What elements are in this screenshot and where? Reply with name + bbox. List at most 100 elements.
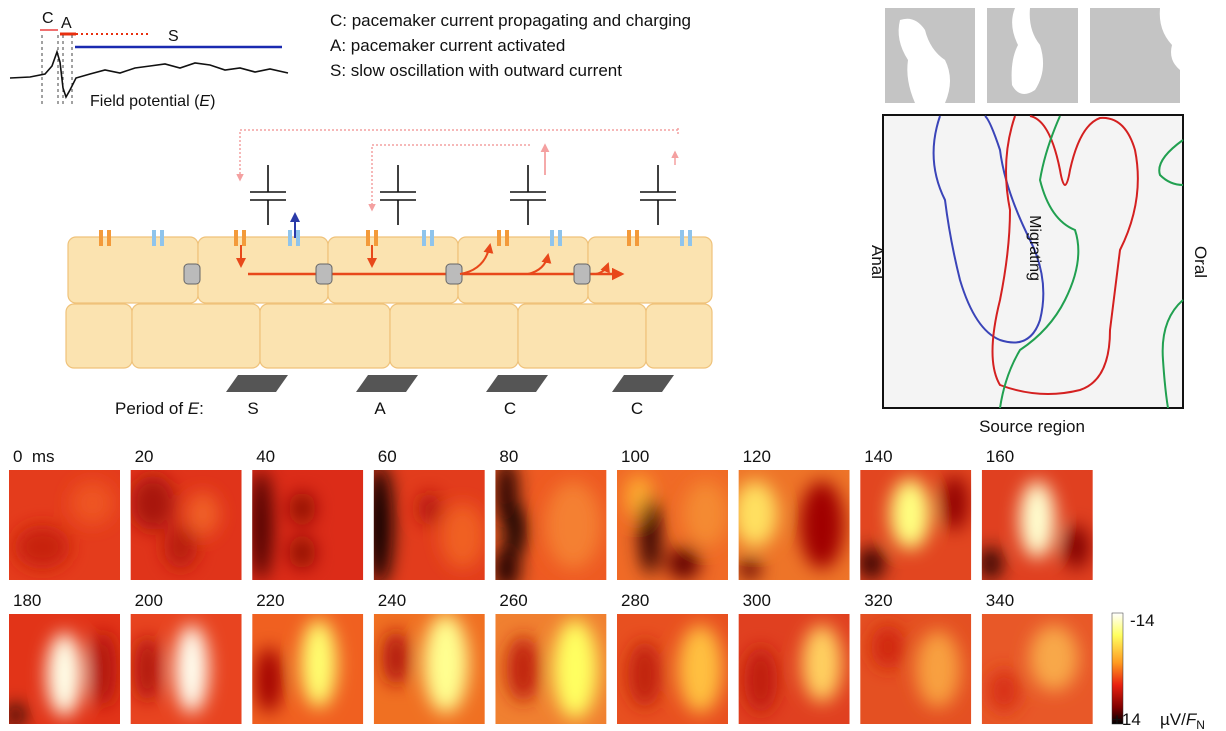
text: Field potential (: [90, 93, 200, 110]
heatmap-blob: [255, 647, 283, 713]
heatmap-blob: [440, 503, 485, 569]
heatmap-blob: [288, 536, 316, 569]
heatmap-blob: [545, 481, 601, 569]
heatmap-blob: [288, 492, 316, 525]
heatmap-blobs: [130, 475, 220, 569]
map-label: Anal: [868, 245, 887, 279]
heatmap-blob: [738, 481, 778, 547]
heatmap-blob: [1029, 625, 1079, 691]
heatmap: [617, 614, 728, 724]
heatmap-blob: [90, 630, 117, 708]
trace-panel: C A S Field potential (E): [9, 10, 289, 110]
text: ): [210, 93, 215, 110]
frame-label: 340: [986, 591, 1014, 610]
heatmap-blobs: [987, 625, 1079, 713]
heatmap-blob: [495, 547, 520, 580]
frame-label: 0 ms: [13, 447, 55, 466]
heatmap: [860, 614, 972, 724]
heatmap-blobs: [628, 625, 723, 713]
heatmap-blob: [799, 481, 845, 569]
key-line: A: pacemaker current activated: [330, 36, 565, 55]
heatmap: [981, 470, 1093, 580]
heatmap-blobs: [625, 475, 728, 580]
frame-label: 60: [378, 447, 397, 466]
heatmap-blob: [382, 630, 410, 686]
heatmap-blob: [744, 647, 778, 713]
heatmap-blob: [738, 558, 761, 580]
heatmap-blob: [1062, 525, 1090, 569]
period-label: Period of E:: [115, 399, 204, 418]
heatmap-blobs: [252, 470, 316, 580]
heatmap-blob: [553, 619, 598, 719]
heatmap-blobs: [506, 619, 598, 719]
heatmap-blob: [666, 547, 701, 580]
heatmap-blob: [46, 632, 83, 717]
colorbar-label: +14: [1112, 710, 1141, 729]
text: E: [188, 399, 200, 418]
colorbar-label: -14: [1130, 611, 1155, 630]
colorbar-unit: µV/FN: [1160, 710, 1205, 731]
frame-label: 200: [135, 591, 163, 610]
heatmap: [860, 470, 972, 580]
heatmap: [738, 614, 850, 724]
heatmap-blob: [941, 475, 968, 531]
frame-label: 260: [499, 591, 527, 610]
map-label: Migrating: [1026, 215, 1043, 281]
heatmap: [252, 470, 364, 580]
heatmap-blob: [252, 470, 273, 580]
heatmap: [738, 470, 850, 580]
heatmap-blob: [871, 625, 905, 669]
heatmap-blob: [915, 630, 961, 708]
heatmap-blobs: [495, 470, 601, 580]
heatmap-blob: [801, 625, 842, 702]
frame-label: 120: [743, 447, 771, 466]
text: F: [1186, 710, 1198, 729]
heatmap-blobs: [860, 475, 968, 580]
key-line: C: pacemaker current propagating and cha…: [330, 11, 691, 30]
trace-label: C: [42, 10, 54, 27]
heatmap: [373, 470, 485, 580]
heatmap-blob: [987, 669, 1021, 713]
heatmap: [981, 614, 1093, 724]
trace-label: S: [168, 28, 179, 45]
frame-label: 100: [621, 447, 649, 466]
frame-label: 280: [621, 591, 649, 610]
heatmap: [252, 614, 364, 724]
heatmap-blob: [418, 492, 441, 525]
heatmap-blob: [133, 636, 161, 702]
map-label: Oral: [1191, 246, 1210, 278]
map-label: Source region: [979, 417, 1085, 436]
heatmap-blob: [683, 481, 728, 547]
heatmap-blob: [9, 704, 25, 724]
heatmap-blob: [301, 619, 337, 708]
trace-label: A: [61, 15, 72, 32]
heatmap: [373, 614, 485, 724]
frame-label: 180: [13, 591, 41, 610]
text: :: [199, 399, 204, 418]
heatmap-blob: [186, 492, 220, 536]
frames: 0 ms 20 40 60 80 100 120 140 160 180 200 220 240 260 2…: [9, 447, 1093, 724]
heatmap-blob: [506, 636, 540, 702]
period: C: [504, 399, 516, 418]
heatmap-blob: [639, 497, 662, 575]
heatmap-blobs: [14, 481, 115, 569]
heatmap-blob: [130, 475, 175, 531]
heatmap: [617, 470, 728, 580]
heatmap: [495, 614, 607, 724]
heatmap-blob: [860, 547, 885, 580]
heatmap-blob: [175, 625, 209, 713]
frame-label: 80: [499, 447, 518, 466]
heatmap-blobs: [133, 625, 209, 713]
heatmap-blobs: [373, 470, 485, 580]
heatmap-blobs: [981, 481, 1090, 580]
heatmap-blob: [678, 625, 723, 713]
frame-label: 300: [743, 591, 771, 610]
heatmap-blobs: [744, 625, 842, 713]
heatmap: [130, 470, 242, 580]
heatmap-blob: [14, 525, 71, 569]
key: C: pacemaker current propagating and cha…: [330, 11, 691, 80]
text: E: [199, 93, 210, 110]
heatmap-blob: [423, 614, 469, 713]
heatmap: [495, 470, 607, 580]
